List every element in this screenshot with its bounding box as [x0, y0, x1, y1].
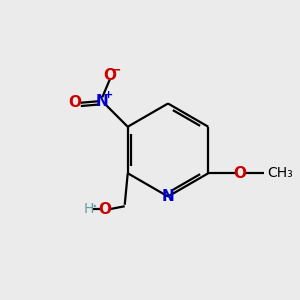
Text: N: N [162, 189, 174, 204]
Text: CH₃: CH₃ [267, 166, 292, 180]
Text: O: O [99, 202, 112, 217]
Text: −: − [111, 64, 122, 77]
Text: O: O [233, 166, 246, 181]
Text: N: N [96, 94, 109, 109]
Text: O: O [103, 68, 116, 83]
Text: H: H [83, 202, 94, 216]
Text: +: + [103, 90, 113, 100]
Text: O: O [69, 95, 82, 110]
Text: ·: · [91, 198, 97, 216]
